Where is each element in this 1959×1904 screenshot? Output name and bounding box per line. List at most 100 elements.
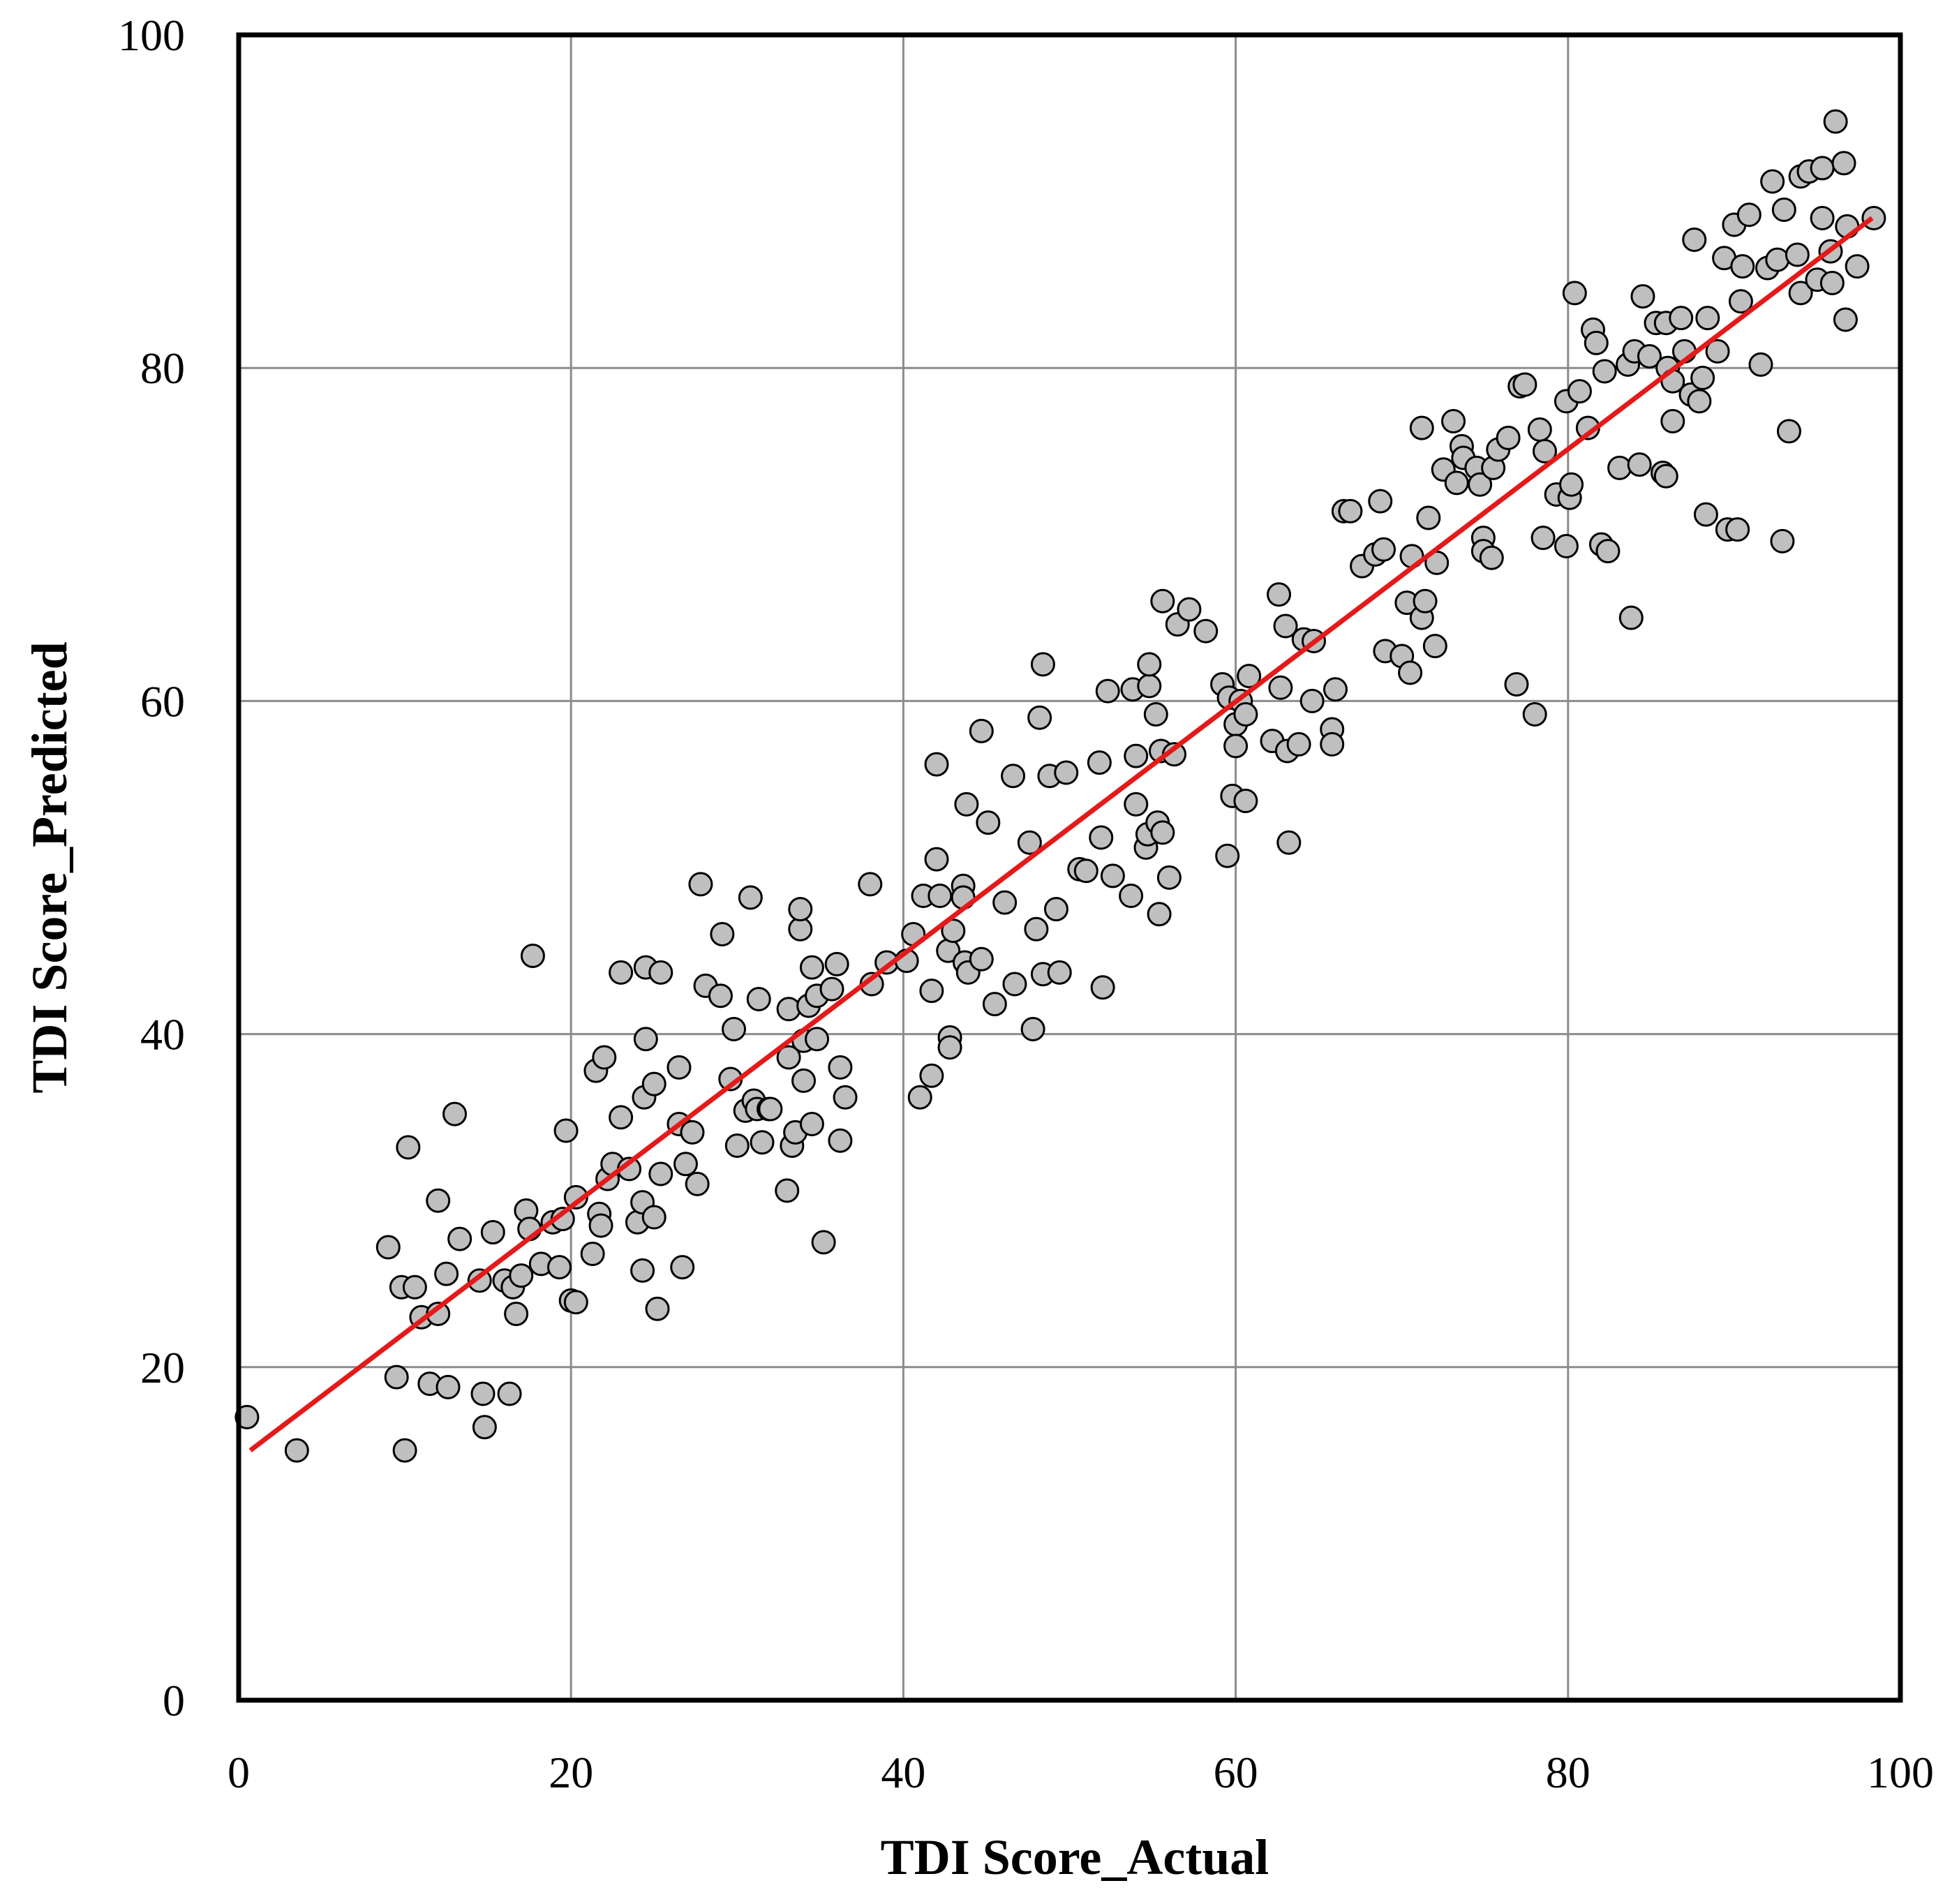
regression-line-group [248,216,1874,1452]
data-point [937,1035,962,1060]
data-point [641,1071,666,1096]
data-point [924,752,949,777]
data-point [1693,502,1718,527]
data-point [788,897,813,922]
data-point [1833,307,1858,332]
x-tick-label: 60 [1214,1748,1258,1797]
data-point [630,1258,655,1283]
data-point [799,955,824,980]
x-tick-labels: 0 20 40 60 80 100 [228,1748,1934,1797]
data-point [1299,688,1325,713]
data-point [1090,975,1115,1000]
data-point [1444,470,1469,496]
data-point [1398,660,1423,685]
data-point [384,1364,409,1390]
data-point [1861,205,1886,230]
data-point [1512,372,1537,397]
data-point [1100,863,1125,888]
data-point [447,1226,472,1251]
data-point [1559,472,1584,497]
data-point [688,872,713,897]
data-point [1690,366,1715,391]
data-point [497,1381,522,1406]
data-point [1785,242,1810,267]
data-point [1054,760,1079,785]
data-point [1276,830,1302,855]
data-point [1095,678,1120,704]
data-point [472,1415,497,1440]
data-point [724,1133,750,1158]
data-point [1618,605,1644,630]
data-point [520,943,545,968]
data-point [1422,634,1447,659]
data-point [547,1255,572,1280]
plot-frame [236,32,1903,1703]
data-point [1024,916,1049,942]
y-tick-label: 40 [140,1010,185,1059]
data-point [396,1135,421,1160]
data-point [1323,677,1348,702]
data-point [1522,701,1547,727]
data-point [442,1101,468,1126]
data-point [1788,281,1813,306]
data-point [553,1118,579,1143]
data-point [969,946,994,972]
data-point [919,1063,944,1088]
data-point [426,1188,451,1213]
y-tick-labels: 0 20 40 60 80 100 [118,10,185,1725]
data-point [1030,652,1055,677]
data-point [1177,597,1202,622]
data-point [1215,843,1240,868]
data-point [645,1296,670,1321]
x-tick-label: 0 [228,1748,250,1797]
data-point [928,884,953,909]
data-point [234,1404,260,1429]
data-point [1554,534,1579,559]
data-point [833,1085,858,1110]
data-point [811,1230,836,1255]
data-point [1089,825,1114,850]
data-point [1730,254,1755,279]
data-point [588,1213,613,1238]
data-point [1233,701,1258,727]
data-point [1595,539,1621,564]
data-point [1728,289,1753,314]
data-point [592,1045,617,1070]
x-tick-label: 20 [549,1748,593,1797]
data-point [799,1111,824,1136]
data-point [1527,417,1552,442]
data-point [1087,750,1112,775]
data-point [828,1055,853,1080]
data-point [1669,306,1694,331]
data-point [1592,359,1617,384]
data-point [1143,701,1168,727]
data-point [1695,306,1720,331]
data-point [673,1152,698,1177]
data-point [992,890,1018,915]
data-point [1286,731,1311,757]
data-point [1268,675,1293,700]
data-point [738,885,763,910]
data-point [1567,379,1592,404]
data-point [1409,415,1434,440]
data-point [1193,618,1219,644]
data-point [1137,652,1162,677]
data-point [1627,452,1652,477]
data-point [1233,789,1258,814]
data-point [1770,528,1795,553]
data-point [680,1120,705,1145]
data-point [1273,613,1298,639]
data-point [1150,820,1175,845]
data-point [1682,227,1707,252]
data-point [1020,1016,1045,1041]
data-point [708,983,733,1009]
data-point [1416,505,1441,530]
data-point [1765,247,1790,272]
data-point [1156,865,1182,890]
data-point [1147,902,1172,927]
y-tick-label: 60 [140,676,185,726]
data-point [580,1242,605,1267]
data-point [509,1263,534,1288]
data-point [776,1045,801,1070]
